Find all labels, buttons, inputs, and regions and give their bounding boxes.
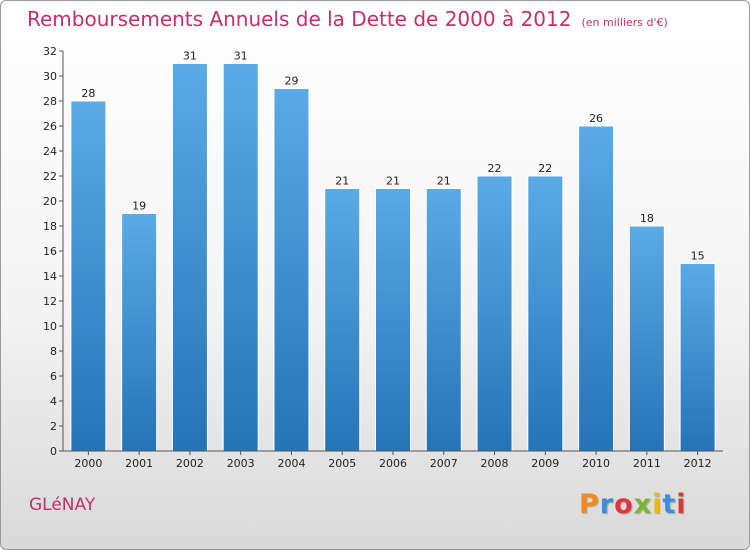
logo-letter: P — [579, 489, 600, 520]
chart-subtitle: (en milliers d'€) — [581, 16, 668, 29]
y-tick-label: 4 — [50, 395, 57, 408]
logo-letter: t — [662, 489, 677, 520]
data-label-2000: 28 — [81, 87, 95, 100]
logo-letter: x — [633, 489, 653, 520]
y-tick-label: 10 — [43, 320, 57, 333]
x-tick-label-2011: 2011 — [633, 457, 661, 470]
x-tick-label-2012: 2012 — [684, 457, 712, 470]
x-tick-label-2003: 2003 — [227, 457, 255, 470]
x-tick-label-2010: 2010 — [582, 457, 610, 470]
x-tick-label-2001: 2001 — [125, 457, 153, 470]
x-axis: 2000 2001 2002 2003 2004 2005 2006 2007 2008 2009… — [63, 450, 723, 470]
bar-2001[interactable] — [121, 213, 158, 452]
data-label-2012: 15 — [691, 250, 705, 263]
data-label-2002: 31 — [183, 50, 197, 63]
logo-letter: r — [599, 489, 615, 520]
chart-title-text: Remboursements Annuels de la Dette de 20… — [27, 7, 572, 31]
bar-2009[interactable] — [527, 175, 564, 452]
logo-letter: o — [614, 489, 634, 520]
data-label-2004: 29 — [284, 75, 298, 88]
data-label-2001: 19 — [132, 200, 146, 213]
y-tick-label: 14 — [43, 270, 57, 283]
data-label-2011: 18 — [640, 212, 654, 225]
y-tick-label: 0 — [50, 445, 57, 458]
data-label-2008: 22 — [488, 162, 502, 175]
y-tick-label: 24 — [43, 145, 57, 158]
logo-letter: i — [652, 489, 663, 520]
data-label-2003: 31 — [234, 50, 248, 63]
y-tick-label: 16 — [43, 245, 57, 258]
x-tick-label-2000: 2000 — [74, 457, 102, 470]
data-label-2010: 26 — [589, 112, 603, 125]
bars-group: 28 19 31 31 29 21 21 21 22 22 26 18 15 — [70, 50, 716, 452]
y-tick-label: 12 — [43, 295, 57, 308]
y-tick-label: 6 — [50, 370, 57, 383]
bar-2008[interactable] — [476, 175, 513, 452]
y-tick-label: 18 — [43, 220, 57, 233]
x-tick-label-2002: 2002 — [176, 457, 204, 470]
x-tick-label-2008: 2008 — [481, 457, 509, 470]
bar-2006[interactable] — [375, 188, 411, 452]
x-tick-label-2005: 2005 — [328, 457, 356, 470]
x-tick-label-2004: 2004 — [277, 457, 305, 470]
x-tick-label-2009: 2009 — [531, 457, 559, 470]
x-tick-label-2007: 2007 — [430, 457, 458, 470]
x-tick-label-2006: 2006 — [379, 457, 407, 470]
y-tick-label: 30 — [43, 70, 57, 83]
data-label-2006: 21 — [386, 175, 400, 188]
y-tick-label: 8 — [50, 345, 57, 358]
bar-2004[interactable] — [273, 88, 310, 452]
y-tick-label: 22 — [43, 170, 57, 183]
bar-2012[interactable] — [679, 263, 716, 452]
data-label-2007: 21 — [437, 175, 451, 188]
bar-2002[interactable] — [171, 63, 208, 452]
data-label-2009: 22 — [538, 162, 552, 175]
bar-2000[interactable] — [70, 100, 107, 452]
proxiti-logo[interactable]: Proxiti — [579, 489, 687, 520]
y-tick-label: 2 — [50, 420, 57, 433]
bar-2003[interactable] — [222, 63, 259, 452]
bar-2010[interactable] — [578, 125, 615, 452]
y-tick-label: 20 — [43, 195, 57, 208]
bar-2005[interactable] — [324, 188, 361, 452]
commune-name: GLéNAY — [29, 495, 96, 515]
chart-title: Remboursements Annuels de la Dette de 20… — [27, 7, 668, 31]
bar-2007[interactable] — [425, 188, 462, 452]
logo-letter: i — [676, 489, 687, 520]
y-tick-label: 28 — [43, 95, 57, 108]
data-label-2005: 21 — [335, 175, 349, 188]
y-tick-label: 32 — [43, 45, 57, 58]
y-tick-label: 26 — [43, 120, 57, 133]
bar-2011[interactable] — [628, 225, 665, 452]
